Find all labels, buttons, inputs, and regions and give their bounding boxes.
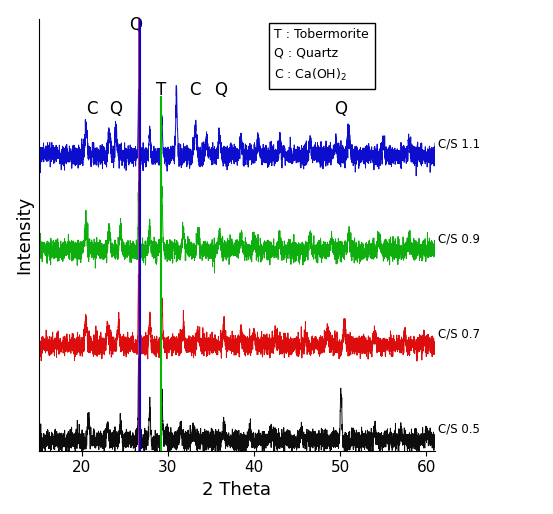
Text: C/S 0.9: C/S 0.9 [437, 232, 479, 246]
Text: C/S 0.7: C/S 0.7 [437, 327, 479, 341]
Text: T : Tobermorite
Q : Quartz
C : Ca(OH)$_2$: T : Tobermorite Q : Quartz C : Ca(OH)$_2… [274, 28, 369, 83]
Text: Q: Q [109, 100, 123, 118]
Text: C/S 0.5: C/S 0.5 [437, 423, 479, 436]
X-axis label: 2 Theta: 2 Theta [202, 481, 272, 499]
Text: C: C [189, 81, 200, 99]
Text: C: C [86, 100, 98, 118]
Text: Q: Q [129, 16, 143, 34]
Y-axis label: Intensity: Intensity [15, 196, 33, 274]
Text: Q: Q [335, 100, 348, 118]
Text: T: T [156, 81, 166, 99]
Text: Q: Q [214, 81, 227, 99]
Text: C/S 1.1: C/S 1.1 [437, 138, 479, 151]
